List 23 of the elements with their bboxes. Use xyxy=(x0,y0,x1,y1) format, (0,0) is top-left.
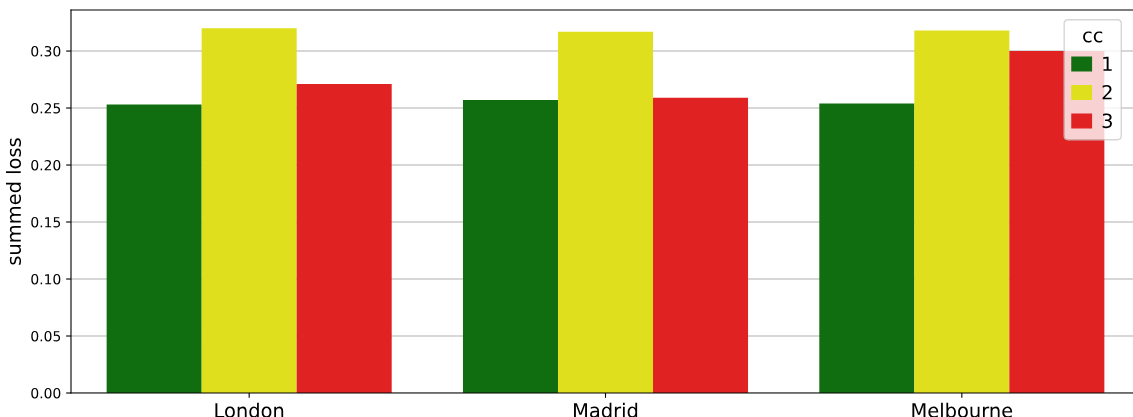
legend-label: 3 xyxy=(1102,113,1112,129)
bar xyxy=(557,31,654,393)
bar xyxy=(653,97,749,393)
bar xyxy=(201,28,297,393)
legend-label: 1 xyxy=(1103,56,1112,71)
y-axis-title: summed loss xyxy=(5,138,22,265)
y-tick-label: 0.05 xyxy=(31,330,61,342)
y-tick-label: 0.30 xyxy=(31,46,61,57)
legend-label: 2 xyxy=(1102,84,1112,100)
y-tick-label: 0.25 xyxy=(31,103,61,114)
y-tick-label: 0.00 xyxy=(31,387,61,399)
x-tick-label: Madrid xyxy=(574,402,638,417)
y-tick-label: 0.10 xyxy=(31,273,61,285)
bar xyxy=(462,100,558,393)
bar xyxy=(914,30,1010,393)
bar xyxy=(106,104,202,393)
x-tick-label: London xyxy=(215,402,284,417)
y-tick-label: 0.20 xyxy=(31,159,61,171)
bar xyxy=(819,103,915,393)
y-tick-label: 0.15 xyxy=(31,216,61,228)
bar xyxy=(296,84,392,393)
legend-title: cc xyxy=(1083,31,1103,43)
x-tick-label: Melbourne xyxy=(912,402,1013,417)
